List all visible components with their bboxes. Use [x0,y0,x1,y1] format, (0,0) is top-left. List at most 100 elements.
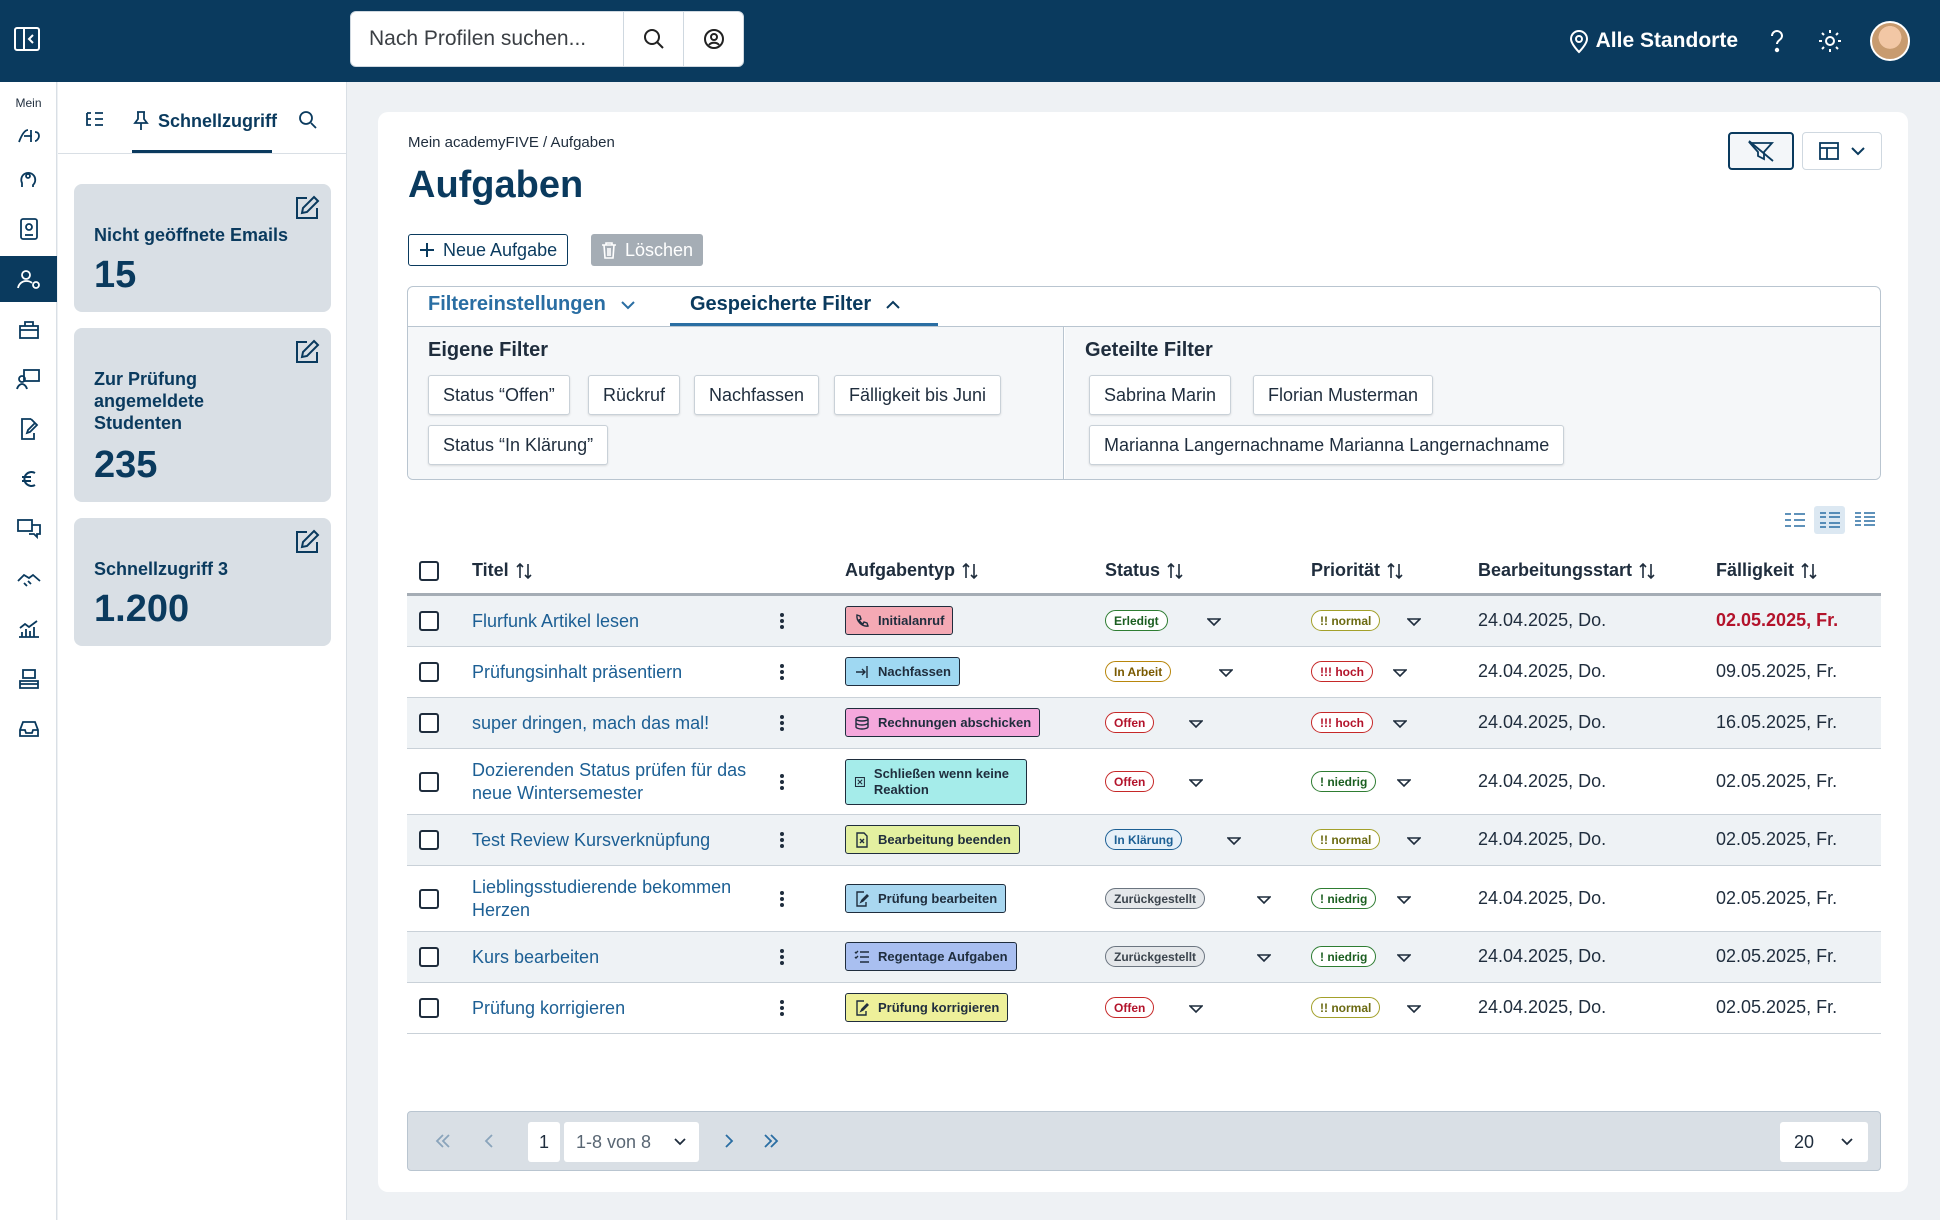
status-dropdown-icon[interactable] [1257,953,1271,963]
row-menu-icon[interactable] [779,947,785,967]
tab-schnellzugriff[interactable]: Schnellzugriff [132,110,277,132]
page-size-select[interactable]: 20 [1780,1122,1868,1162]
current-page[interactable]: 1 [528,1122,560,1162]
gear-icon[interactable] [1816,27,1844,55]
delete-button[interactable]: Löschen [591,234,704,266]
row-checkbox[interactable] [419,830,439,850]
filter-chip[interactable]: Sabrina Marin [1089,375,1232,415]
tab-saved-filters[interactable]: Gespeicherte Filter [690,293,901,316]
row-checkbox[interactable] [419,947,439,967]
priority-dropdown-icon[interactable] [1397,895,1411,905]
table-row[interactable]: Dozierenden Status prüfen für das neue W… [407,749,1881,815]
task-title-link[interactable]: Dozierenden Status prüfen für das neue W… [472,760,747,803]
search-button[interactable] [623,12,683,66]
rail-item-courses[interactable] [0,306,57,352]
filter-chip[interactable]: Status “In Klärung” [428,425,609,465]
filter-chip[interactable]: Rückruf [588,375,681,415]
table-row[interactable]: super dringen, mach das mal! Rechnungen … [407,698,1881,749]
column-header-title[interactable]: Titel [472,560,533,581]
row-checkbox[interactable] [419,889,439,909]
panel-search-tab[interactable] [298,110,318,130]
page-range-select[interactable]: 1-8 von 8 [564,1122,699,1162]
prev-page-button[interactable] [474,1126,504,1156]
status-dropdown-icon[interactable] [1189,1004,1203,1014]
column-header-priority[interactable]: Priorität [1311,560,1404,581]
row-menu-icon[interactable] [779,772,785,792]
filter-chip[interactable]: Fälligkeit bis Juni [834,375,1002,415]
user-avatar[interactable] [1870,21,1910,61]
advanced-search-button[interactable] [683,12,743,66]
edit-icon[interactable] [293,338,321,366]
table-row[interactable]: Prüfungsinhalt präsentiern Nachfassen In… [407,647,1881,698]
status-dropdown-icon[interactable] [1257,895,1271,905]
location-selector[interactable]: Alle Standorte [1568,28,1738,54]
row-menu-icon[interactable] [779,830,785,850]
row-checkbox[interactable] [419,772,439,792]
view-compact-button[interactable] [1779,506,1810,534]
row-menu-icon[interactable] [779,889,785,909]
priority-dropdown-icon[interactable] [1397,778,1411,788]
rail-item-documents[interactable] [0,406,57,452]
row-menu-icon[interactable] [779,713,785,733]
rail-item-home[interactable] [0,112,57,158]
rail-item-reports[interactable] [0,606,57,652]
filter-chip[interactable]: Marianna Langernachname Marianna Langern… [1089,425,1565,465]
row-checkbox[interactable] [419,662,439,682]
row-checkbox[interactable] [419,713,439,733]
priority-dropdown-icon[interactable] [1407,1004,1421,1014]
filter-chip[interactable]: Nachfassen [694,375,820,415]
table-row[interactable]: Test Review Kursverknüpfung Bearbeitung … [407,815,1881,866]
rail-item-inbox[interactable] [0,706,57,752]
new-task-button[interactable]: Neue Aufgabe [408,234,569,266]
status-dropdown-icon[interactable] [1227,836,1241,846]
priority-dropdown-icon[interactable] [1397,953,1411,963]
filter-chip[interactable]: Status “Offen” [428,375,570,415]
filter-chip[interactable]: Florian Musterman [1253,375,1434,415]
status-dropdown-icon[interactable] [1189,778,1203,788]
column-header-due[interactable]: Fälligkeit [1716,560,1818,581]
column-header-status[interactable]: Status [1105,560,1184,581]
edit-icon[interactable] [293,194,321,222]
rail-item-teaching[interactable] [0,356,57,402]
table-row[interactable]: Lieblingsstudierende bekommen Herzen Prü… [407,866,1881,932]
task-title-link[interactable]: Prüfung korrigieren [472,998,626,1018]
column-header-type[interactable]: Aufgabentyp [845,560,979,581]
rail-item-profile[interactable] [0,206,57,252]
rail-item-exams[interactable] [0,656,57,702]
rail-item-cooperations[interactable] [0,556,57,602]
task-title-link[interactable]: Test Review Kursverknüpfung [472,830,711,850]
rail-item-finance[interactable] [0,456,57,502]
tab-filter-settings[interactable]: Filtereinstellungen [428,293,636,316]
priority-dropdown-icon[interactable] [1393,668,1407,678]
edit-icon[interactable] [293,528,321,556]
quick-card[interactable]: Nicht geöffnete Emails 15 [74,184,331,312]
status-dropdown-icon[interactable] [1207,617,1221,627]
table-row[interactable]: Kurs bearbeiten Regentage Aufgaben Zurüc… [407,932,1881,983]
tree-view-tab[interactable] [84,110,106,130]
status-dropdown-icon[interactable] [1219,668,1233,678]
select-all-checkbox[interactable] [419,561,439,581]
quick-card[interactable]: Zur Prüfung angemeldete Studenten 235 [74,328,331,502]
priority-dropdown-icon[interactable] [1393,719,1407,729]
task-title-link[interactable]: super dringen, mach das mal! [472,713,710,733]
task-title-link[interactable]: Lieblingsstudierende bekommen Herzen [472,877,732,920]
row-menu-icon[interactable] [779,662,785,682]
priority-dropdown-icon[interactable] [1407,617,1421,627]
last-page-button[interactable] [756,1126,786,1156]
layout-menu-button[interactable] [1802,132,1882,170]
view-normal-button[interactable] [1814,506,1845,534]
clear-filter-button[interactable] [1728,132,1794,170]
view-dense-button[interactable] [1849,506,1880,534]
next-page-button[interactable] [714,1126,744,1156]
rail-item-tasks[interactable] [0,256,57,302]
table-row[interactable]: Flurfunk Artikel lesen Initialanruf Erle… [407,596,1881,647]
first-page-button[interactable] [428,1126,458,1156]
row-menu-icon[interactable] [779,611,785,631]
row-menu-icon[interactable] [779,998,785,1018]
sidebar-toggle-icon[interactable] [12,24,42,54]
rail-item-contacts[interactable] [0,156,57,202]
row-checkbox[interactable] [419,611,439,631]
rail-item-messages[interactable] [0,506,57,552]
breadcrumb[interactable]: Mein academyFIVE / Aufgaben [408,134,615,151]
row-checkbox[interactable] [419,998,439,1018]
